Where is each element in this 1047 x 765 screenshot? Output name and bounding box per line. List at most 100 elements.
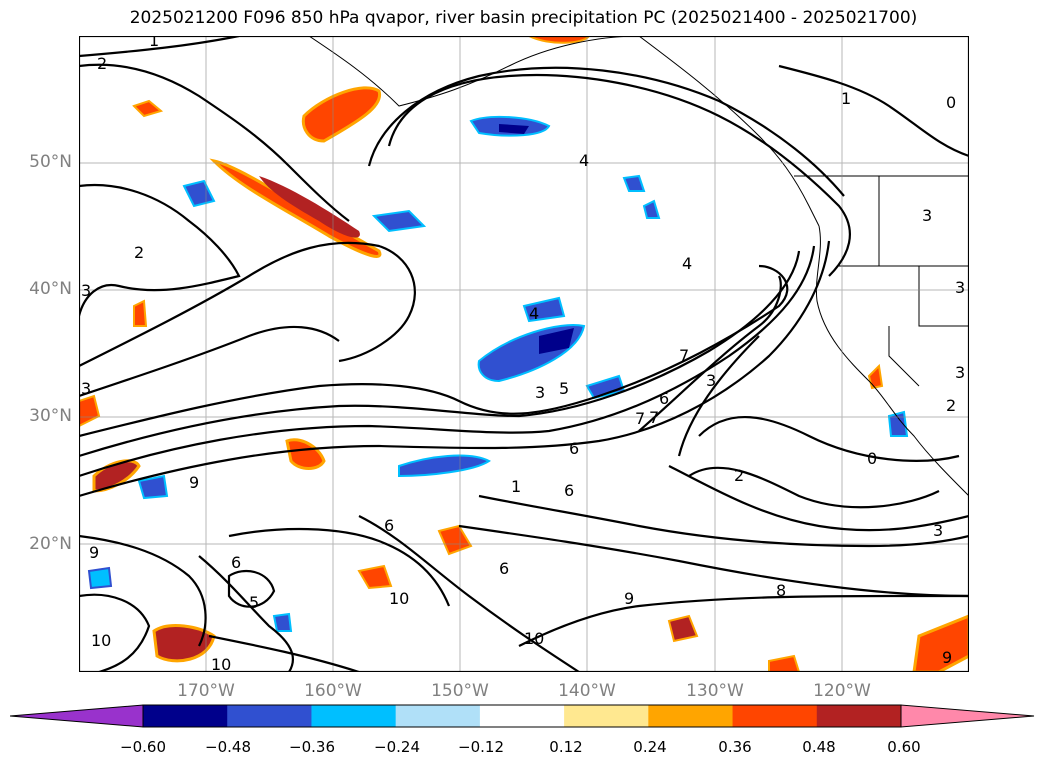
precip-patch-orange — [133, 299, 148, 327]
map-panel: 1 2 2 3 4 4 4 5 3 7 6 7 3 6 2 0 3 1 0 3 … — [79, 36, 969, 672]
map-frame — [79, 36, 969, 672]
colorbar-segment — [732, 705, 818, 727]
contour-label: 10 — [91, 631, 111, 650]
contour-label: 6 — [499, 559, 509, 578]
contour-label: 7 — [649, 408, 659, 427]
gridlines — [79, 36, 969, 672]
precip-shading — [79, 36, 969, 672]
precip-patch-blue — [87, 566, 113, 590]
contour-label: 2 — [734, 466, 744, 485]
lon-label-170w: 170°W — [177, 681, 235, 701]
precip-patch-blue — [272, 612, 293, 632]
colorbar-tick: −0.24 — [374, 738, 420, 756]
precip-patch-orange — [132, 99, 164, 118]
contour-label: 6 — [569, 439, 579, 458]
contour-label: 3 — [933, 521, 943, 540]
contour-label: 10 — [389, 589, 409, 608]
contour-label: 1 — [149, 36, 159, 50]
contour-label: 7 — [679, 346, 689, 365]
colorbar-segment — [479, 705, 565, 727]
lon-label-130w: 130°W — [686, 681, 744, 701]
lon-label-150w: 150°W — [431, 681, 489, 701]
contour-label: 3 — [955, 363, 965, 382]
colorbar-segment — [648, 705, 734, 727]
contour-line — [367, 66, 845, 197]
contour-label: 3 — [922, 206, 932, 225]
contour-label: 6 — [384, 516, 394, 535]
contour-label: 4 — [682, 254, 692, 273]
lat-label-20n: 20°N — [29, 534, 72, 554]
precip-patch-darkred — [259, 176, 360, 238]
precip-patch-blue — [622, 174, 646, 192]
contour-line — [79, 36, 240, 58]
precip-patch-blue — [642, 199, 661, 219]
colorbar-segment — [816, 705, 902, 727]
colorbar-tick: 0.12 — [549, 738, 583, 756]
contour-line — [358, 515, 580, 672]
colorbar-tick: −0.60 — [120, 738, 166, 756]
contour-label: 0 — [946, 93, 956, 112]
contour-label: 8 — [776, 581, 786, 600]
contour-label: 7 — [635, 409, 645, 428]
colorbar-extend-high — [900, 704, 1035, 728]
precip-patch-navy — [539, 328, 574, 354]
lon-label-120w: 120°W — [813, 681, 871, 701]
contour-label: 2 — [97, 54, 107, 73]
precip-patch-navy — [499, 124, 529, 134]
colorbar-segments — [10, 704, 1035, 728]
contour-line — [227, 569, 276, 608]
contour-label: 1 — [841, 89, 851, 108]
contour-line — [698, 416, 960, 462]
precip-patch-blue — [137, 474, 169, 500]
precip-patch-orange — [768, 654, 801, 672]
colorbar-segment — [311, 705, 397, 727]
colorbar-frame — [142, 704, 902, 728]
map-title: 2025021200 F096 850 hPa qvapor, river ba… — [129, 8, 918, 28]
precip-patch-orange — [79, 394, 101, 428]
contour-line — [79, 534, 207, 647]
precip-patch-orange — [357, 564, 393, 590]
us-west-coast — [815, 225, 969, 497]
precip-patch-orange — [667, 614, 699, 643]
contour-label: 2 — [946, 396, 956, 415]
contour-label: 1 — [511, 477, 521, 496]
precip-patch-orange — [867, 363, 884, 390]
alaska-coast — [308, 36, 640, 107]
precip-patch-blue — [887, 410, 909, 437]
contour-label: 3 — [535, 383, 545, 402]
precip-patch-orange — [437, 524, 473, 556]
contour-label: 6 — [564, 481, 574, 500]
lat-label-40n: 40°N — [29, 279, 72, 299]
colorbar — [10, 704, 1035, 728]
contour-line — [79, 184, 241, 317]
contour-line — [228, 527, 451, 607]
contour-line — [79, 250, 801, 458]
contour-line — [778, 64, 969, 158]
precip-patch-orange — [285, 438, 326, 470]
precip-patch-orange — [912, 614, 969, 672]
contour-label: 9 — [624, 589, 634, 608]
precip-patch-blue — [371, 209, 427, 233]
contour-line — [518, 594, 969, 647]
colorbar-segment — [227, 705, 312, 727]
contour-line — [208, 634, 360, 672]
contour-line — [688, 466, 940, 509]
precip-patch-blue — [522, 296, 566, 323]
colorbar-tick: −0.36 — [289, 738, 335, 756]
colorbar-tick: −0.48 — [205, 738, 251, 756]
lon-label-140w: 140°W — [558, 681, 616, 701]
contour-line — [79, 63, 350, 222]
map-canvas: 1 2 2 3 4 4 4 5 3 7 6 7 3 6 2 0 3 1 0 3 … — [79, 36, 969, 672]
precip-patch-orange — [301, 86, 382, 143]
contour-line — [668, 465, 969, 532]
colorbar-tick: 0.60 — [887, 738, 921, 756]
contour-label: 2 — [134, 243, 144, 262]
contour-line — [79, 325, 340, 398]
coastlines — [308, 36, 969, 497]
contour-label: 3 — [706, 371, 716, 390]
colorbar-segment — [143, 705, 228, 727]
alaska-panhandle-coast — [638, 36, 820, 227]
contour-line — [638, 275, 782, 457]
colorbar-segment — [395, 705, 481, 727]
lat-label-30n: 30°N — [29, 406, 72, 426]
